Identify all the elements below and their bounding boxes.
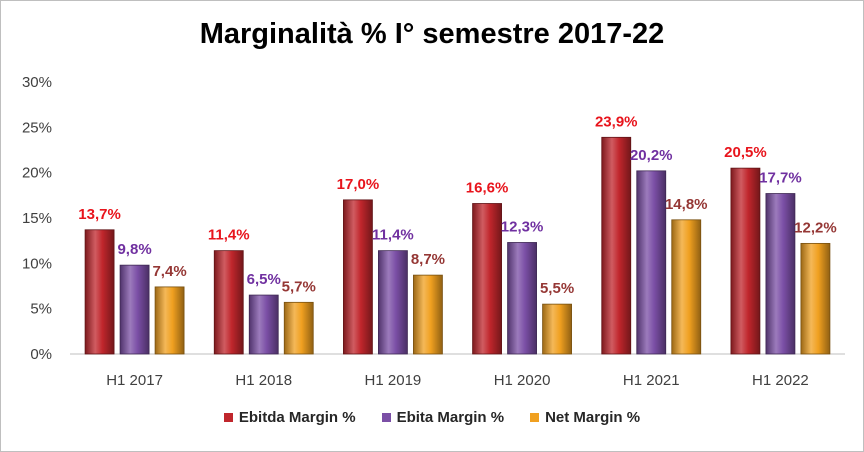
data-label: 8,7% bbox=[411, 251, 445, 268]
legend-label-net: Net Margin % bbox=[545, 409, 641, 426]
bar bbox=[636, 170, 667, 355]
legend-label-ebitda: Ebitda Margin % bbox=[238, 409, 356, 426]
x-tick-label: H1 2018 bbox=[235, 372, 292, 389]
x-tick-label: H1 2019 bbox=[365, 372, 422, 389]
data-label: 9,8% bbox=[117, 241, 151, 258]
bar bbox=[472, 203, 502, 355]
x-tick-label: H1 2022 bbox=[752, 372, 809, 389]
bar bbox=[248, 294, 279, 355]
bar bbox=[601, 136, 632, 355]
bar bbox=[119, 264, 150, 355]
bar bbox=[378, 250, 408, 355]
bar bbox=[413, 274, 443, 355]
bar bbox=[154, 286, 185, 355]
data-label: 13,7% bbox=[78, 206, 121, 223]
data-label: 16,6% bbox=[466, 179, 509, 196]
y-tick-label: 15% bbox=[22, 210, 52, 227]
bar bbox=[800, 242, 831, 355]
data-label: 14,8% bbox=[665, 196, 708, 213]
y-tick-label: 30% bbox=[22, 74, 52, 91]
legend-item-ebita: Ebita Margin % bbox=[381, 409, 505, 426]
data-label: 6,5% bbox=[247, 271, 281, 288]
bar bbox=[507, 242, 537, 355]
data-label: 20,5% bbox=[724, 144, 767, 161]
chart-title: Marginalità % I° semestre 2017-22 bbox=[199, 18, 665, 50]
data-label: 12,3% bbox=[501, 218, 544, 235]
legend-swatch-ebitda bbox=[223, 413, 233, 422]
bar bbox=[213, 250, 244, 355]
bar bbox=[730, 167, 761, 355]
data-label: 17,7% bbox=[759, 170, 802, 187]
x-tick-label: H1 2020 bbox=[494, 372, 551, 389]
data-label: 11,4% bbox=[208, 227, 250, 244]
bar bbox=[84, 229, 115, 355]
legend-swatch-ebita bbox=[381, 413, 391, 422]
x-tick-label: H1 2021 bbox=[623, 372, 680, 389]
legend-item-net: Net Margin % bbox=[530, 409, 640, 426]
data-label: 12,2% bbox=[794, 219, 837, 236]
legend-label-ebita: Ebita Margin % bbox=[396, 409, 505, 426]
y-tick-label: 20% bbox=[22, 165, 52, 182]
bar bbox=[542, 303, 572, 355]
data-label: 23,9% bbox=[595, 113, 638, 130]
bar bbox=[765, 193, 796, 355]
data-label: 5,5% bbox=[540, 280, 574, 297]
legend-item-ebitda: Ebitda Margin % bbox=[223, 409, 356, 426]
data-label: 7,4% bbox=[152, 263, 186, 280]
data-label: 20,2% bbox=[630, 147, 673, 164]
y-tick-label: 0% bbox=[30, 346, 52, 363]
y-tick-label: 10% bbox=[22, 255, 52, 272]
y-tick-label: 25% bbox=[22, 119, 52, 136]
bar bbox=[343, 199, 373, 355]
legend-swatch-net bbox=[530, 413, 540, 422]
y-tick-label: 5% bbox=[30, 301, 52, 318]
data-label: 11,4% bbox=[372, 227, 414, 244]
x-tick-label: H1 2017 bbox=[106, 372, 163, 389]
legend: Ebitda Margin % Ebita Margin % Net Margi… bbox=[0, 409, 864, 426]
data-label: 5,7% bbox=[282, 278, 316, 295]
data-label: 17,0% bbox=[337, 176, 380, 193]
bar bbox=[283, 301, 314, 355]
bar bbox=[671, 219, 702, 355]
